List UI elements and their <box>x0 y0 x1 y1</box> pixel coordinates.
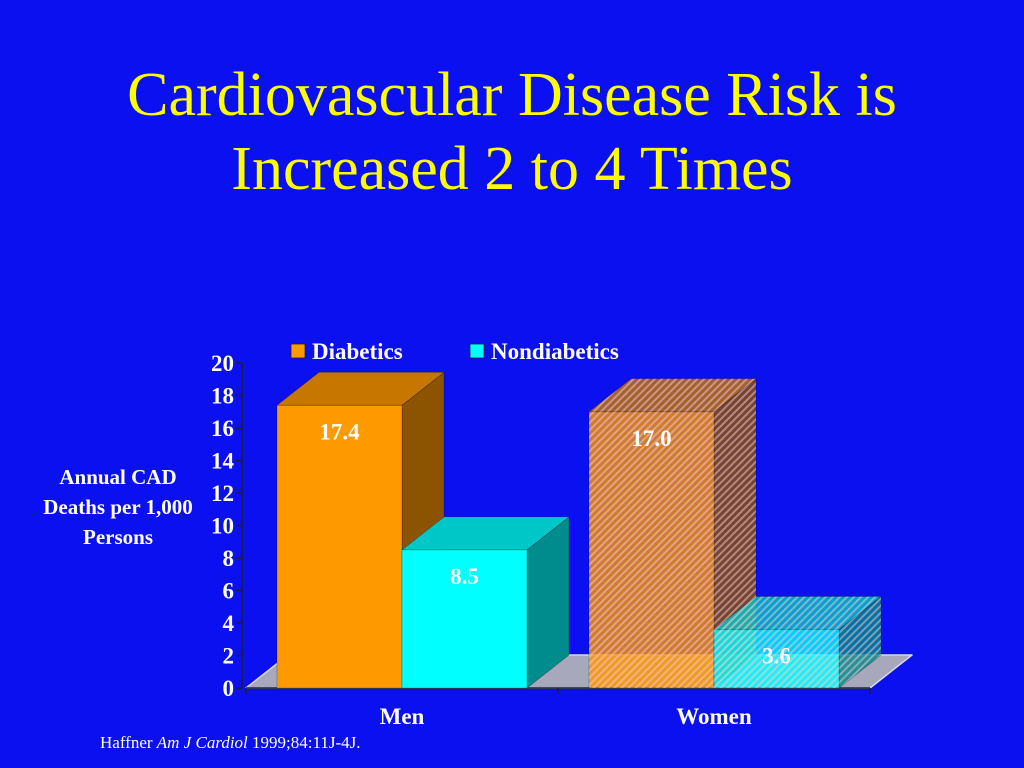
y-tick-label: 0 <box>223 676 235 701</box>
data-label: 17.0 <box>631 426 671 451</box>
legend-swatch-nondiabetics <box>469 343 485 359</box>
citation-journal: Am J Cardiol <box>156 733 248 752</box>
y-tick-label: 14 <box>211 449 235 474</box>
y-tick-label: 10 <box>211 514 234 539</box>
legend-label-diabetics: Diabetics <box>312 339 403 364</box>
y-tick-label: 4 <box>223 611 235 636</box>
bar-top-hatch <box>589 378 756 412</box>
citation-author: Haffner <box>100 733 153 752</box>
bar-side-hatch <box>839 596 881 688</box>
y-tick-label: 18 <box>211 384 234 409</box>
bar-front-hatch <box>589 411 714 688</box>
slide-title: Cardiovascular Disease Risk is Increased… <box>127 61 897 203</box>
y-tick-label: 8 <box>223 546 235 571</box>
data-label: 3.6 <box>762 644 791 669</box>
x-tick-label-men: Men <box>380 704 425 729</box>
citation-details: 1999;84:11J-4J. <box>252 733 361 752</box>
y-tick-label: 2 <box>223 644 235 669</box>
y-tick-label: 6 <box>223 579 235 604</box>
y-axis-title: Annual CAD Deaths per 1,000 Persons <box>43 465 193 549</box>
y-tick-label: 20 <box>211 351 234 376</box>
bar-top-hatch <box>714 596 881 630</box>
legend-swatch-diabetics <box>290 343 306 359</box>
citation: Haffner Am J Cardiol 1999;84:11J-4J. <box>100 733 361 752</box>
x-tick-label-women: Women <box>676 704 752 729</box>
bar-front <box>276 404 403 689</box>
legend-label-nondiabetics: Nondiabetics <box>491 339 619 364</box>
legend: Diabetics Nondiabetics <box>290 339 619 364</box>
data-label: 8.5 <box>450 564 479 589</box>
data-label: 17.4 <box>319 419 360 444</box>
bar-front-hatch <box>714 629 839 688</box>
y-tick-label: 12 <box>211 481 234 506</box>
y-tick-label: 16 <box>211 416 234 441</box>
bar-nondiabetics-men: 8.5 <box>401 516 570 689</box>
bar-nondiabetics-women: 3.6 <box>713 596 882 689</box>
bar-front <box>401 549 528 689</box>
